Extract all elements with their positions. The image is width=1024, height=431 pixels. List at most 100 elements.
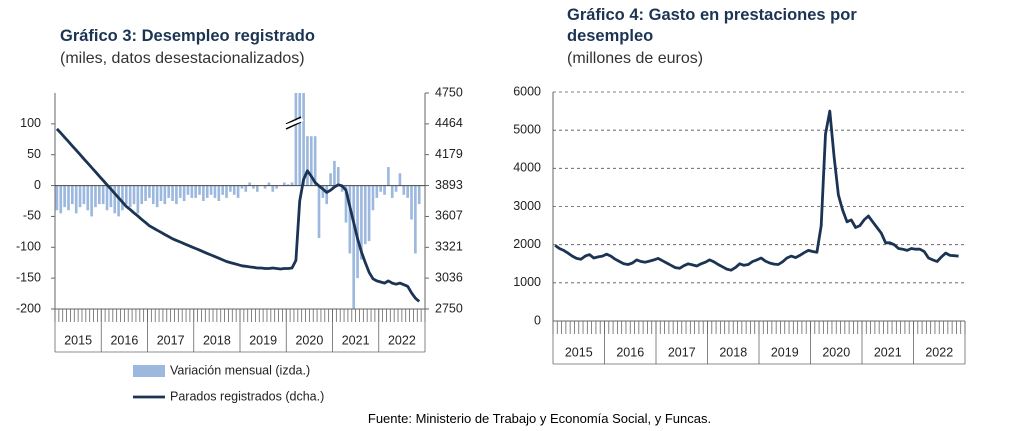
bar bbox=[286, 184, 290, 186]
bar bbox=[240, 185, 244, 189]
bar bbox=[132, 185, 136, 205]
bar bbox=[313, 136, 317, 186]
y-tick-label: 3000 bbox=[513, 199, 541, 213]
bar bbox=[167, 185, 171, 198]
bar bbox=[356, 185, 359, 279]
bar bbox=[221, 185, 224, 195]
bar bbox=[171, 185, 174, 201]
bar bbox=[213, 185, 217, 198]
source: Fuente: Ministerio de Trabajo y Economía… bbox=[367, 411, 712, 426]
bar bbox=[236, 185, 240, 198]
bar bbox=[178, 185, 182, 198]
y-tick-label: -200 bbox=[16, 301, 41, 315]
bar bbox=[194, 185, 198, 198]
bar bbox=[97, 185, 101, 205]
bar bbox=[105, 185, 109, 211]
bar bbox=[363, 185, 367, 245]
bar bbox=[159, 185, 163, 201]
bar bbox=[109, 185, 113, 208]
bar bbox=[186, 185, 190, 195]
y2-tick-label: 3893 bbox=[435, 178, 463, 192]
bar bbox=[217, 185, 221, 201]
bar bbox=[325, 185, 329, 205]
bar bbox=[302, 93, 305, 186]
bar bbox=[144, 185, 147, 201]
x-tick-label: 2016 bbox=[110, 333, 138, 347]
bar bbox=[282, 182, 286, 186]
bar bbox=[59, 185, 63, 214]
bar bbox=[124, 185, 128, 205]
bar bbox=[82, 185, 86, 205]
bar bbox=[209, 185, 213, 195]
bar bbox=[414, 185, 417, 254]
bar bbox=[205, 185, 209, 198]
bar bbox=[275, 185, 278, 189]
bar bbox=[252, 185, 255, 189]
bar bbox=[379, 185, 383, 192]
y2-tick-label: 2750 bbox=[435, 301, 463, 315]
bar bbox=[163, 185, 167, 205]
bar bbox=[94, 185, 97, 208]
y2-tick-label: 3607 bbox=[435, 209, 463, 223]
bar bbox=[74, 185, 78, 214]
chart-subtitle: (miles, datos desestacionalizados) bbox=[60, 50, 305, 67]
bar bbox=[71, 185, 74, 205]
line bbox=[55, 127, 421, 303]
chart-title: Gráfico 4: Gasto en prestaciones por des… bbox=[567, 6, 857, 45]
y-tick-label: 0 bbox=[534, 313, 541, 327]
x-tick-label: 2017 bbox=[668, 345, 696, 359]
bar bbox=[256, 185, 259, 192]
bar bbox=[232, 185, 236, 195]
x-tick-label: 2017 bbox=[157, 333, 185, 347]
x-tick-label: 2018 bbox=[719, 345, 747, 359]
axis-break-gap bbox=[283, 118, 304, 128]
bar bbox=[63, 185, 66, 208]
bar bbox=[55, 185, 59, 211]
bar bbox=[336, 167, 340, 186]
bar bbox=[294, 93, 298, 186]
axis-break bbox=[285, 116, 302, 130]
bar bbox=[155, 185, 159, 208]
bar bbox=[248, 182, 251, 186]
bar bbox=[410, 185, 413, 220]
y-tick-label: 100 bbox=[20, 116, 41, 130]
bar bbox=[229, 185, 232, 192]
bar bbox=[329, 173, 332, 186]
bar bbox=[321, 185, 325, 198]
bar bbox=[387, 167, 390, 186]
bar bbox=[101, 185, 105, 205]
y-tick-label: 0 bbox=[34, 178, 41, 192]
x-tick-label: 2016 bbox=[616, 345, 644, 359]
y-tick-label: 5000 bbox=[513, 122, 541, 136]
bar bbox=[290, 182, 294, 186]
bar bbox=[352, 185, 356, 309]
bar bbox=[113, 185, 117, 214]
bar bbox=[67, 185, 70, 211]
bar bbox=[344, 185, 348, 223]
y-tick-label: 2000 bbox=[513, 237, 541, 251]
bar bbox=[317, 185, 321, 239]
bar bbox=[367, 185, 371, 242]
bar bbox=[298, 93, 302, 186]
bar bbox=[202, 185, 205, 201]
bar bbox=[333, 160, 336, 186]
x-tick-label: 2022 bbox=[925, 345, 953, 359]
bar bbox=[402, 185, 406, 195]
x-tick-label: 2021 bbox=[342, 333, 370, 347]
y2-tick-label: 3036 bbox=[435, 270, 463, 284]
x-tick-label: 2019 bbox=[249, 333, 277, 347]
line bbox=[554, 109, 959, 272]
x-tick-label: 2019 bbox=[771, 345, 799, 359]
bar bbox=[371, 185, 375, 211]
bar bbox=[390, 185, 394, 198]
bar bbox=[78, 185, 82, 208]
bar bbox=[90, 185, 93, 217]
bar bbox=[383, 185, 386, 195]
bar bbox=[398, 173, 402, 186]
bar bbox=[198, 185, 201, 195]
legend-swatch bbox=[133, 365, 165, 377]
bar bbox=[267, 182, 271, 186]
bar bbox=[225, 185, 228, 198]
